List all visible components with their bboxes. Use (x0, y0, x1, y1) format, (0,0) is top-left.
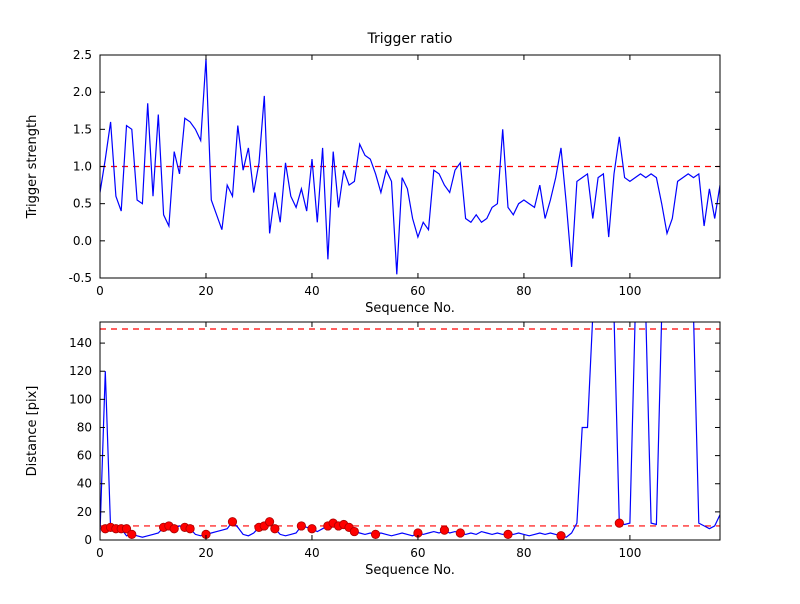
chart-title: Trigger ratio (366, 31, 452, 47)
x-tick-label: 80 (516, 284, 531, 298)
x-axis-label: Sequence No. (365, 563, 455, 578)
x-tick-label: 40 (304, 546, 319, 560)
y-tick-label: 0 (84, 533, 92, 547)
trigger-ratio-chart: 0 20 40 60 80 100 -0.5 0.0 0.5 1.0 1.5 2.0 2.5 Trigge… (25, 31, 721, 316)
detected-points-marker (370, 529, 381, 539)
x-tick-label: 40 (304, 284, 319, 298)
y-tick-label: 100 (69, 392, 92, 406)
x-tick-label: 100 (618, 546, 641, 560)
x-tick-label: 0 (96, 284, 104, 298)
x-tick-label: 60 (410, 284, 425, 298)
axes-spines (99, 321, 721, 541)
detected-points-marker (455, 528, 465, 538)
y-tick-label: 1.0 (73, 160, 92, 174)
detected-points-marker (439, 525, 450, 535)
y-tick-label: 1.5 (73, 122, 92, 136)
x-tick-label: 0 (96, 546, 104, 560)
y-tick-label: 20 (77, 505, 92, 519)
x-tick-label: 60 (410, 546, 425, 560)
detected-points-marker (296, 521, 306, 531)
y-tick-label: 0.0 (73, 234, 92, 248)
x-tick-label: 20 (198, 284, 213, 298)
detected-points-marker (307, 524, 317, 534)
detected-points-marker (127, 529, 137, 539)
x-tick-label: 100 (618, 284, 641, 298)
x-axis-label: Sequence No. (365, 301, 455, 316)
detected-points-marker (227, 517, 238, 527)
y-tick-label: 80 (77, 420, 92, 434)
detected-points-marker (185, 524, 195, 534)
detected-points-marker (121, 524, 132, 534)
detected-points-marker (169, 524, 179, 534)
detected-points-marker (264, 517, 275, 527)
x-tick-label: 80 (516, 546, 531, 560)
y-axis-label: Distance [pix] (25, 386, 40, 477)
detected-points-marker (503, 529, 513, 539)
y-tick-label: 2.5 (73, 48, 92, 62)
y-tick-label: 140 (69, 336, 92, 350)
detected-points-marker (556, 531, 566, 540)
plot-area (100, 322, 720, 540)
y-tick-label: 2.0 (73, 85, 92, 99)
y-tick-label: -0.5 (69, 271, 92, 285)
distance-chart: 0 20 40 60 80 100 0 20 40 60 80 100 120 140 Sequence N… (25, 321, 721, 578)
y-tick-label: 40 (77, 477, 92, 491)
trigger-strength-line (100, 58, 720, 275)
x-tick-label: 20 (198, 546, 213, 560)
y-tick-label: 120 (69, 364, 92, 378)
detected-points-marker (614, 518, 624, 528)
y-tick-label: 0.5 (73, 197, 92, 211)
y-axis-label: Trigger strength (25, 115, 40, 220)
detected-points-marker (270, 524, 280, 534)
y-tick-label: 60 (77, 449, 92, 463)
detected-points-marker (349, 526, 359, 537)
